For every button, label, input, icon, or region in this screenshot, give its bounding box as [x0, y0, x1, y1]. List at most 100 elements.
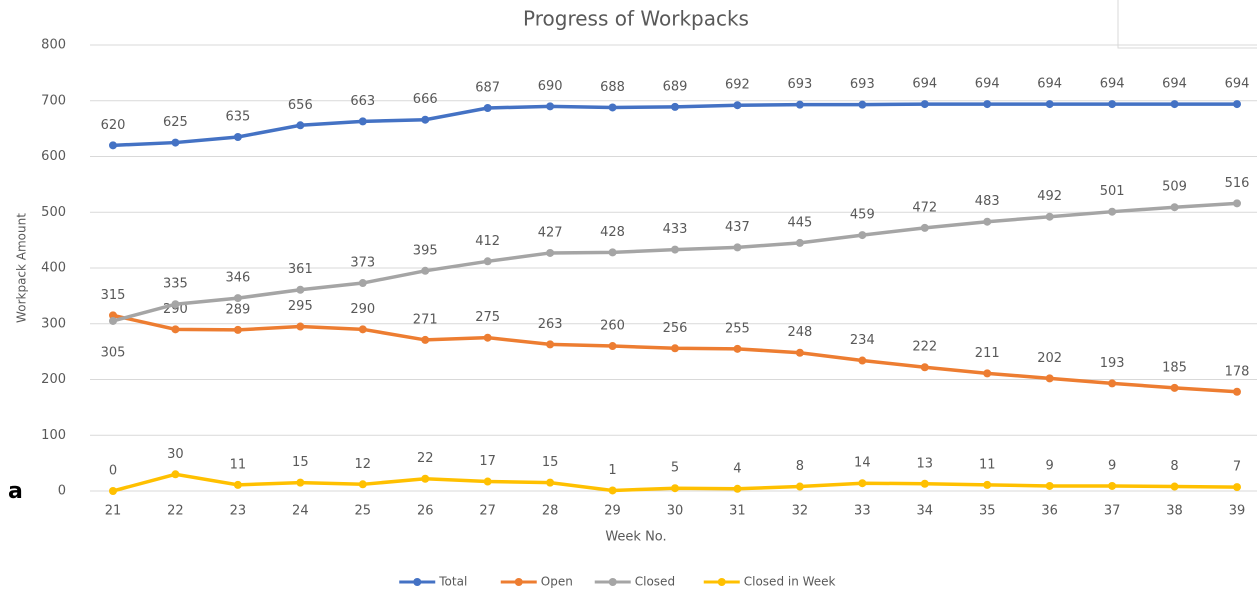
- data-point: [171, 470, 180, 479]
- data-label: 290: [350, 302, 375, 317]
- data-point: [109, 141, 117, 150]
- x-tick-label: 24: [292, 504, 309, 519]
- data-point: [483, 477, 492, 486]
- y-axis-label: Workpack Amount: [15, 213, 29, 323]
- data-point: [483, 333, 492, 342]
- data-point: [546, 340, 555, 349]
- data-point: [546, 478, 555, 487]
- data-label: 694: [1162, 77, 1187, 92]
- data-point: [421, 474, 430, 483]
- x-tick-label: 32: [792, 504, 809, 519]
- data-point: [483, 103, 492, 112]
- data-label: 692: [725, 78, 750, 93]
- data-label: 305: [101, 345, 126, 360]
- data-label: 656: [288, 98, 313, 113]
- data-point: [296, 478, 305, 487]
- data-point: [1233, 387, 1241, 396]
- data-label: 346: [225, 271, 250, 286]
- data-point: [296, 322, 305, 331]
- data-label: 9: [1108, 458, 1116, 473]
- x-tick-label: 27: [479, 504, 496, 519]
- data-label: 690: [538, 79, 563, 94]
- data-label: 412: [475, 234, 500, 249]
- data-point: [109, 487, 117, 495]
- x-tick-label: 26: [417, 504, 434, 519]
- data-label: 516: [1225, 176, 1250, 191]
- data-point: [671, 245, 679, 254]
- cropped-box: [1117, 0, 1257, 49]
- data-label: 693: [787, 77, 812, 92]
- data-label: 335: [163, 277, 188, 292]
- data-label: 1: [608, 463, 616, 478]
- data-point: [1045, 481, 1054, 490]
- data-label: 275: [475, 310, 500, 325]
- data-point: [483, 257, 492, 266]
- data-point: [109, 311, 117, 320]
- data-point: [795, 348, 804, 357]
- data-label: 8: [796, 459, 804, 474]
- data-point: [421, 266, 430, 275]
- data-point: [171, 325, 180, 334]
- data-label: 620: [101, 118, 126, 133]
- x-tick-label: 21: [105, 504, 122, 519]
- x-tick-label: 36: [1041, 504, 1058, 519]
- data-label: 7: [1233, 460, 1241, 475]
- x-axis-label: Week No.: [605, 530, 666, 545]
- data-label: 688: [600, 80, 625, 95]
- data-label: 694: [1100, 77, 1125, 92]
- data-label: 22: [417, 451, 434, 466]
- data-point: [421, 335, 430, 344]
- data-point: [109, 316, 117, 325]
- data-label: 635: [225, 109, 250, 124]
- data-point: [671, 484, 679, 493]
- data-label: 666: [413, 92, 438, 107]
- data-point: [671, 102, 679, 111]
- data-point: [358, 117, 367, 126]
- data-label: 694: [1225, 77, 1250, 92]
- data-point: [858, 231, 867, 240]
- series-line: [112, 201, 1238, 323]
- chart-title: Progress of Workpacks: [523, 7, 749, 31]
- y-tick-label: 0: [58, 484, 66, 499]
- legend-label: Closed: [635, 575, 675, 589]
- data-label: 459: [850, 208, 875, 223]
- data-point: [358, 325, 367, 334]
- data-label: 433: [663, 222, 688, 237]
- data-label: 663: [350, 94, 375, 109]
- legend-swatch-dot: [717, 578, 726, 586]
- x-tick-label: 37: [1104, 504, 1121, 519]
- data-label: 687: [475, 80, 500, 95]
- data-point: [983, 100, 992, 109]
- y-tick-label: 100: [41, 428, 66, 443]
- data-label: 0: [109, 464, 117, 479]
- data-point: [858, 479, 867, 488]
- x-tick-label: 25: [355, 504, 372, 519]
- data-point: [233, 480, 242, 489]
- data-label: 255: [725, 321, 750, 336]
- x-tick-label: 28: [542, 504, 559, 519]
- data-point: [233, 132, 242, 141]
- data-point: [1170, 203, 1179, 212]
- x-tick-label: 35: [979, 504, 996, 519]
- data-point: [1045, 100, 1054, 109]
- data-point: [546, 102, 555, 111]
- data-point: [733, 243, 742, 252]
- data-point: [233, 325, 242, 334]
- data-point: [358, 480, 367, 489]
- data-label: 445: [787, 215, 812, 230]
- data-point: [358, 279, 367, 288]
- data-label: 9: [1046, 458, 1054, 473]
- data-label: 295: [288, 299, 313, 314]
- data-label: 693: [850, 77, 875, 92]
- legend-swatch-dot: [413, 578, 422, 586]
- y-tick-label: 500: [41, 205, 66, 220]
- data-point: [1045, 374, 1054, 383]
- y-tick-label: 400: [41, 261, 66, 276]
- data-point: [671, 344, 679, 353]
- data-label: 472: [912, 200, 937, 215]
- data-label: 222: [912, 340, 937, 355]
- data-point: [421, 115, 430, 124]
- data-point: [1170, 482, 1179, 491]
- data-point: [920, 363, 929, 372]
- data-point: [1108, 481, 1117, 490]
